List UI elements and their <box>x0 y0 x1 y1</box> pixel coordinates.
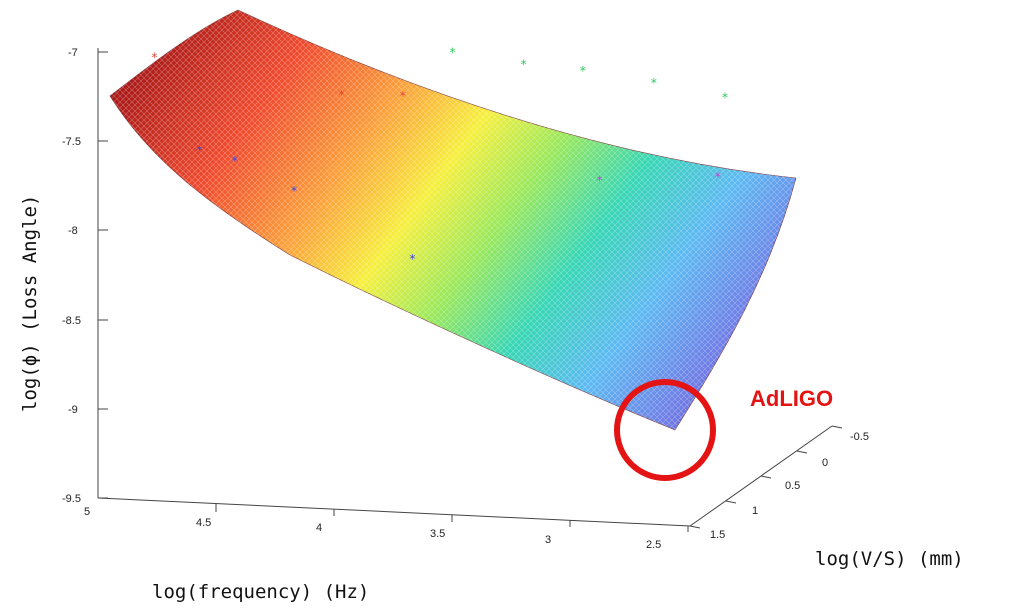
x-axis-label: log(frequency) (Hz) <box>152 581 369 603</box>
x-tick-label: 2.5 <box>646 539 661 551</box>
z-tick-label: -7 <box>68 47 78 59</box>
z-tick-label: -9 <box>68 404 78 416</box>
data-point-marker: * <box>651 76 657 90</box>
data-point-marker: * <box>400 89 406 103</box>
y-tick-label: 0 <box>822 457 828 469</box>
surface-mesh-overlay <box>110 10 796 430</box>
surface <box>109 9 797 431</box>
data-point-marker: * <box>722 90 728 104</box>
z-tick-label: -8.5 <box>62 315 81 327</box>
x-axis: 5 4.5 4 3.5 3 2.5 log(frequency) (Hz) <box>84 497 691 603</box>
data-point-marker: * <box>715 170 721 184</box>
z-axis-label: log(ϕ) (Loss Angle) <box>19 195 41 412</box>
z-tick-label: -7.5 <box>62 136 81 148</box>
y-tick-label: -0.5 <box>850 431 869 443</box>
data-points: * * * * * * * * * * * * * * * <box>151 45 728 266</box>
annotation-label: AdLIGO <box>750 386 833 411</box>
y-tick-label: 1.5 <box>710 529 725 541</box>
data-point-marker: * <box>151 51 157 65</box>
x-axis-line <box>97 497 691 527</box>
y-tick-mark <box>725 500 737 504</box>
x-ticks: 5 4.5 4 3.5 3 2.5 <box>84 504 689 551</box>
y-axis-label: log(V/S) (mm) <box>815 548 964 570</box>
data-point-marker: * <box>409 252 415 266</box>
y-ticks: -0.5 0 0.5 1 1.5 <box>689 425 869 541</box>
z-ticks: -7 -7.5 -8 -8.5 -9 -9.5 <box>62 47 108 505</box>
data-point-marker: * <box>196 144 202 158</box>
x-tick-label: 4.5 <box>196 517 211 529</box>
x-tick-label: 3 <box>545 534 551 546</box>
z-axis: -7 -7.5 -8 -8.5 -9 -9.5 log(ϕ) (Loss Ang… <box>19 47 108 505</box>
z-tick-label: -9.5 <box>62 493 81 505</box>
x-tick-label: 3.5 <box>430 528 445 540</box>
data-point-marker: * <box>521 58 527 72</box>
y-axis: -0.5 0 0.5 1 1.5 log(V/S) (mm) <box>689 425 964 570</box>
annotation-circle <box>614 379 716 481</box>
data-point-marker: * <box>196 54 202 68</box>
adligo-annotation: AdLIGO <box>614 379 833 481</box>
y-tick-mark <box>760 475 772 479</box>
y-tick-mark <box>831 425 843 429</box>
data-point-marker: * <box>291 184 297 198</box>
y-tick-label: 0.5 <box>785 480 800 492</box>
y-tick-label: 1 <box>752 505 758 517</box>
z-tick-label: -8 <box>68 225 78 237</box>
data-point-marker: * <box>232 154 238 168</box>
y-tick-mark <box>689 525 701 529</box>
x-tick-label: 5 <box>84 506 90 518</box>
data-point-marker: * <box>338 88 344 102</box>
data-point-marker: * <box>596 173 602 187</box>
y-tick-mark <box>796 450 808 454</box>
x-tick-label: 4 <box>316 522 322 534</box>
data-point-marker: * <box>580 64 586 78</box>
data-point-marker: * <box>450 45 456 59</box>
